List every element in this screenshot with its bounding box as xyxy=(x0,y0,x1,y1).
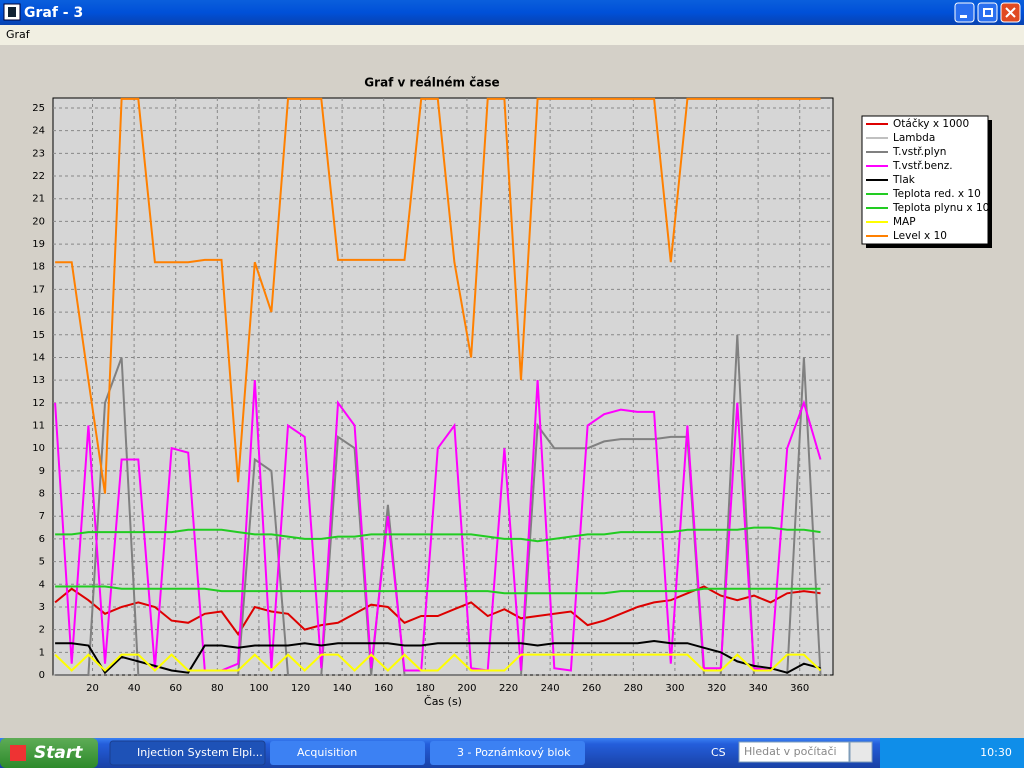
y-tick-label: 2 xyxy=(39,625,45,636)
search-placeholder: Hledat v počítači xyxy=(744,745,837,758)
x-tick-label: 140 xyxy=(333,683,352,694)
y-tick-label: 25 xyxy=(32,103,45,114)
title-bar xyxy=(0,0,1024,25)
y-tick-label: 6 xyxy=(39,534,45,545)
app-icon-glyph xyxy=(8,7,16,17)
task-button[interactable] xyxy=(109,740,266,766)
series-line xyxy=(55,639,821,675)
legend-label: T.vstř.plyn xyxy=(892,146,946,158)
plot-area xyxy=(52,97,834,676)
series-line xyxy=(54,653,822,672)
restore-button[interactable] xyxy=(977,2,998,23)
y-tick-label: 5 xyxy=(39,557,45,568)
menu-item[interactable]: Graf xyxy=(6,28,31,41)
legend-label: Teplota red. x 10 xyxy=(892,188,981,200)
series-line xyxy=(54,380,822,672)
search-box[interactable] xyxy=(738,741,850,763)
y-tick-label: 15 xyxy=(32,330,45,341)
x-tick-label: 320 xyxy=(707,683,726,694)
legend-label: Otáčky x 1000 xyxy=(893,118,969,130)
minimize-button[interactable] xyxy=(954,2,975,23)
legend-label: T.vstř.benz. xyxy=(892,160,953,172)
window-title: Graf - 3 xyxy=(24,5,83,21)
search-button[interactable] xyxy=(849,741,873,763)
y-tick-label: 8 xyxy=(39,489,45,500)
x-tick-label: 100 xyxy=(249,683,268,694)
legend-label: Level x 10 xyxy=(893,230,947,242)
task-label: Injection System Elpi... xyxy=(137,746,263,759)
x-tick-label: 360 xyxy=(790,683,809,694)
start-label: Start xyxy=(34,743,83,763)
x-tick-label: 300 xyxy=(665,683,684,694)
start-logo xyxy=(10,745,26,761)
y-tick-label: 3 xyxy=(39,602,45,613)
chart-title: Graf v reálném čase xyxy=(364,76,499,90)
legend-label: Teplota plynu x 10 xyxy=(892,202,989,214)
y-tick-label: 18 xyxy=(32,262,45,273)
task-label: 3 - Poznámkový blok xyxy=(457,746,571,759)
y-tick-label: 20 xyxy=(32,216,45,227)
y-tick-label: 9 xyxy=(39,466,45,477)
restore-glyph xyxy=(983,8,993,17)
y-tick-label: 19 xyxy=(32,239,45,250)
legend-label: Lambda xyxy=(893,132,935,144)
y-tick-label: 12 xyxy=(32,398,45,409)
y-tick-label: 11 xyxy=(32,421,45,432)
x-tick-label: 180 xyxy=(416,683,435,694)
legend-label: Tlak xyxy=(892,174,916,186)
x-tick-label: 20 xyxy=(86,683,99,694)
x-tick-label: 160 xyxy=(374,683,393,694)
x-tick-label: 220 xyxy=(499,683,518,694)
y-tick-label: 4 xyxy=(39,579,45,590)
language: CS xyxy=(711,746,726,759)
series-line xyxy=(55,526,821,543)
x-tick-label: 80 xyxy=(211,683,224,694)
close-glyph xyxy=(1005,7,1016,18)
x-tick-label: 260 xyxy=(582,683,601,694)
tray xyxy=(880,738,1024,768)
task-label: Acquisition xyxy=(297,746,357,759)
y-tick-label: 13 xyxy=(32,375,45,386)
clock: 10:30 xyxy=(980,746,1012,759)
y-tick-label: 1 xyxy=(39,647,45,658)
y-tick-label: 23 xyxy=(32,148,45,159)
y-tick-label: 0 xyxy=(39,670,45,681)
x-tick-label: 200 xyxy=(457,683,476,694)
series-line xyxy=(55,97,821,494)
y-tick-label: 21 xyxy=(32,194,45,205)
y-tick-label: 22 xyxy=(32,171,45,182)
y-tick-label: 10 xyxy=(32,443,45,454)
plot: 0123456789101112131415161718192021222324… xyxy=(32,97,989,694)
menu-bar xyxy=(0,25,1024,45)
minimize-glyph xyxy=(960,15,967,18)
y-tick-label: 24 xyxy=(32,126,45,137)
x-tick-label: 280 xyxy=(624,683,643,694)
task-button[interactable] xyxy=(270,741,425,765)
y-tick-label: 7 xyxy=(39,511,45,522)
x-tick-label: 40 xyxy=(128,683,141,694)
task-button[interactable] xyxy=(430,741,585,765)
x-tick-label: 60 xyxy=(169,683,182,694)
x-tick-label: 120 xyxy=(291,683,310,694)
x-tick-label: 340 xyxy=(749,683,768,694)
y-tick-label: 16 xyxy=(32,307,45,318)
x-tick-label: 240 xyxy=(541,683,560,694)
legend-label: MAP xyxy=(893,216,916,228)
y-tick-label: 14 xyxy=(32,352,45,363)
y-tick-label: 17 xyxy=(32,284,45,295)
x-axis-label: Čas (s) xyxy=(424,695,462,708)
series-line xyxy=(55,585,821,595)
